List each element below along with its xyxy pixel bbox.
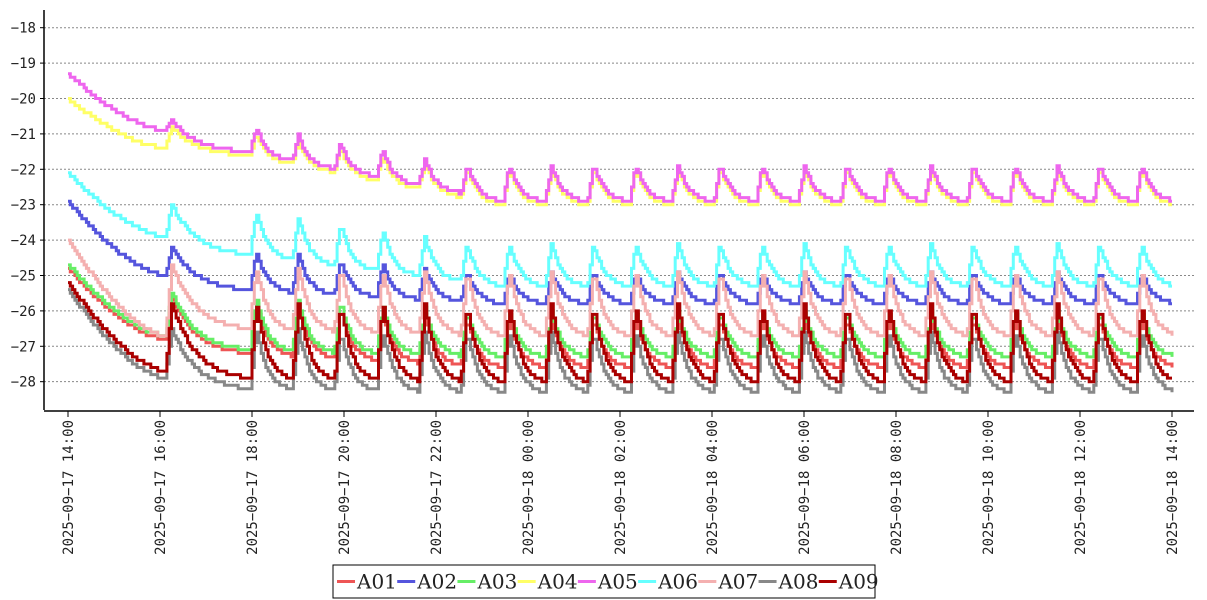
x-tick-label: 2025−09−17 18:00	[245, 420, 261, 555]
series-line-a02	[68, 199, 1172, 306]
x-tick-label: 2025−09−17 16:00	[153, 420, 169, 555]
series-line-a08	[68, 288, 1174, 394]
series-line-a03	[68, 263, 1174, 359]
x-tick-label: 2025−09−18 14:00	[1165, 420, 1181, 555]
x-tick-label: 2025−09−18 02:00	[613, 420, 629, 555]
y-tick-label: −20	[11, 91, 36, 107]
axes	[43, 10, 1194, 412]
x-tick-label: 2025−09−17 22:00	[429, 420, 445, 555]
legend-label-a06: A06	[657, 570, 698, 594]
legend-label-a07: A07	[717, 570, 758, 594]
legend: A01 A02 A03 A04 A05 A06 A07 A08 A09	[332, 564, 879, 599]
y-tick-label: −25	[11, 268, 36, 284]
x-tick-label: 2025−09−18 08:00	[889, 420, 905, 555]
legend-label-a09: A09	[838, 570, 879, 594]
legend-label-a01: A01	[356, 570, 397, 594]
legend-box	[332, 564, 876, 599]
series-line-a06	[68, 171, 1172, 288]
legend-label-a08: A08	[778, 570, 819, 594]
y-tick-label: −28	[11, 375, 36, 391]
legend-label-a02: A02	[416, 570, 457, 594]
x-tick-label: 2025−09−17 20:00	[337, 420, 353, 555]
y-tick-label: −26	[11, 304, 36, 320]
x-tick-label: 2025−09−18 00:00	[521, 420, 537, 555]
y-tick-label: −22	[11, 162, 36, 178]
y-tick-label: −23	[11, 198, 36, 214]
x-tick-label: 2025−09−18 12:00	[1073, 420, 1089, 555]
series-lines	[68, 72, 1174, 394]
x-axis-ticks: 2025−09−17 14:00 2025−09−17 16:00 2025−09−…	[61, 411, 1181, 555]
y-tick-label: −18	[11, 21, 36, 37]
y-tick-label: −21	[11, 127, 36, 143]
y-tick-label: −19	[11, 56, 36, 72]
series-line-a07	[68, 238, 1174, 338]
series-line-a09	[68, 281, 1172, 384]
x-tick-label: 2025−09−18 10:00	[981, 420, 997, 555]
legend-label-a04: A04	[537, 570, 578, 594]
y-axis-ticks: −18 −19 −20 −21 −22 −23 −24 −25 −26 −27 −28	[11, 21, 44, 391]
series-line-a05	[68, 72, 1172, 203]
legend-label-a03: A03	[476, 570, 517, 594]
x-tick-label: 2025−09−18 04:00	[705, 420, 721, 555]
x-tick-label: 2025−09−17 14:00	[61, 420, 77, 555]
y-tick-label: −24	[11, 233, 36, 249]
x-tick-label: 2025−09−18 06:00	[797, 420, 813, 555]
legend-label-a05: A05	[597, 570, 638, 594]
y-tick-label: −27	[11, 339, 36, 355]
